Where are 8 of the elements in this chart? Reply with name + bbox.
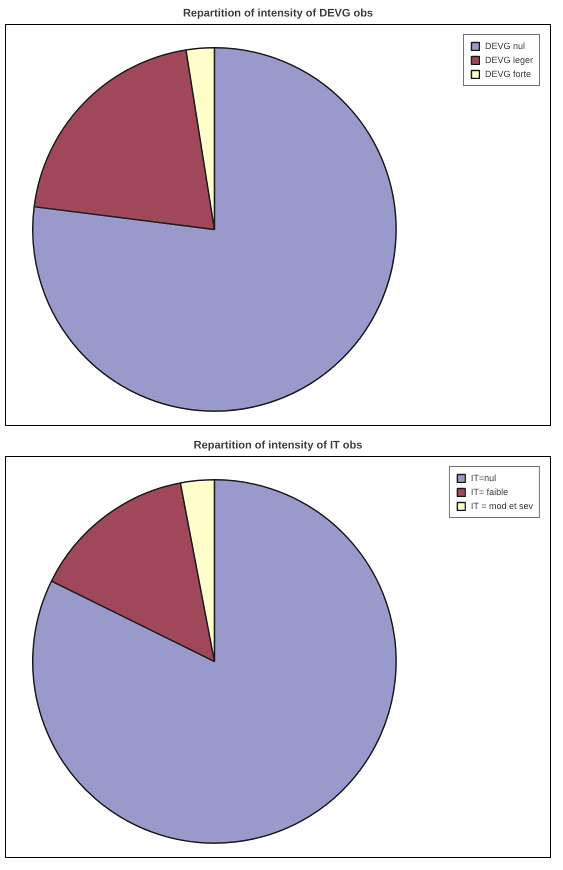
- chart-title: Repartition of intensity of IT obs: [194, 440, 362, 452]
- legend-label: DEVG nul: [484, 41, 525, 51]
- legend-label: IT = mod et sev: [470, 501, 533, 511]
- legend-label: IT= faible: [470, 487, 508, 497]
- chart-title: Repartition of intensity of DEVG obs: [182, 8, 374, 20]
- legend-label: DEVG forte: [484, 69, 531, 79]
- legend-label: IT=nul: [470, 473, 496, 483]
- legend-label: DEVG leger: [484, 55, 533, 65]
